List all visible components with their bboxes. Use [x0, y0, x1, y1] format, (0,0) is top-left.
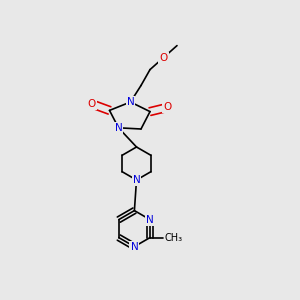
Text: N: N: [133, 175, 140, 185]
Text: N: N: [146, 214, 154, 225]
Text: N: N: [115, 123, 122, 133]
Text: N: N: [127, 97, 134, 107]
Text: N: N: [130, 242, 138, 252]
Text: O: O: [87, 99, 96, 109]
Text: CH₃: CH₃: [164, 232, 182, 243]
Text: O: O: [163, 102, 172, 112]
Text: O: O: [159, 52, 168, 63]
